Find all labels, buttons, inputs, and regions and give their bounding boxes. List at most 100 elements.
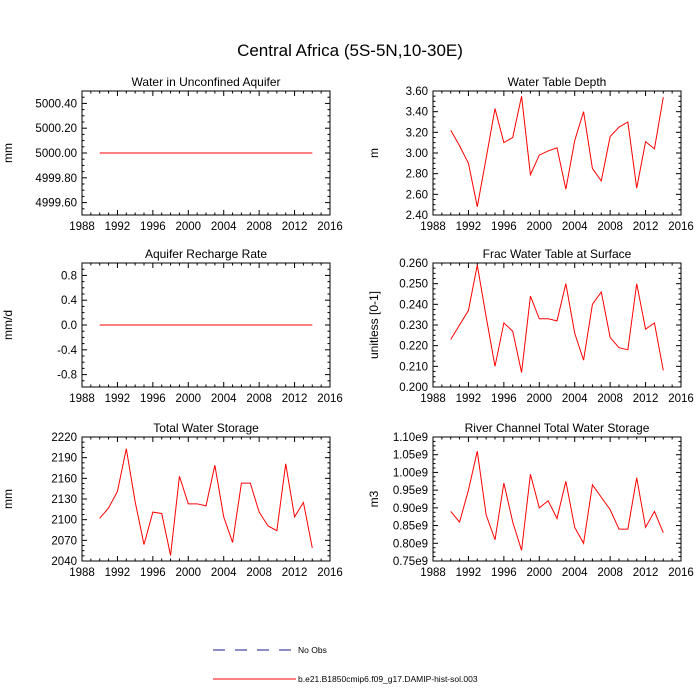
x-tick-label: 2016 xyxy=(668,221,694,233)
figure-title: Central Africa (5S-5N,10-30E) xyxy=(237,41,463,60)
x-tick-label: 2004 xyxy=(562,221,588,233)
x-tick-label: 2000 xyxy=(175,221,201,233)
x-tick-label: 1996 xyxy=(140,221,166,233)
x-tick-label: 2008 xyxy=(597,221,623,233)
y-tick-label: 2.80 xyxy=(406,169,428,181)
y-tick-label: 0.210 xyxy=(399,361,428,373)
x-tick-label: 2016 xyxy=(317,221,343,233)
series-line-0 xyxy=(450,451,664,551)
plot-frame xyxy=(81,436,331,562)
x-tick-label: 2004 xyxy=(211,393,237,405)
x-tick-label: 2016 xyxy=(317,393,343,405)
x-tick-label: 1988 xyxy=(69,393,95,405)
x-tick-label: 1988 xyxy=(420,221,446,233)
y-tick-label: 0.230 xyxy=(399,320,428,332)
y-axis-label: mm xyxy=(1,143,15,163)
y-tick-label: 0.90e9 xyxy=(393,503,428,515)
x-tick-label: 2004 xyxy=(562,393,588,405)
series-line-0 xyxy=(450,264,664,373)
x-tick-label: 2004 xyxy=(562,567,588,579)
y-tick-label: 3.20 xyxy=(406,127,428,139)
y-tick-label: 0.4 xyxy=(61,295,78,307)
panel-frac-water-table-at-surface: Frac Water Table at Surface 1988 1992 1996 2… xyxy=(367,247,694,405)
y-tick-label: 3.60 xyxy=(406,86,428,98)
x-tick-label: 2012 xyxy=(633,221,659,233)
series-line-0 xyxy=(450,96,664,207)
x-tick-label: 2012 xyxy=(633,393,659,405)
y-axis-label: m3 xyxy=(367,490,381,507)
legend-label-model: b.e21.B1850cmip6.f09_g17.DAMIP-hist-sol.… xyxy=(298,674,478,684)
plot-frame xyxy=(432,436,682,562)
y-tick-label: 3.00 xyxy=(406,148,428,160)
y-tick-label: 1.10e9 xyxy=(393,432,428,444)
series-line-0 xyxy=(99,448,313,556)
x-tick-label: 2008 xyxy=(597,393,623,405)
panel-title: Water Table Depth xyxy=(508,75,607,89)
y-tick-label: 1.00e9 xyxy=(393,467,428,479)
x-tick-label: 1996 xyxy=(491,393,517,405)
x-tick-label: 1988 xyxy=(420,393,446,405)
x-tick-label: 1988 xyxy=(69,221,95,233)
x-tick-label: 2008 xyxy=(246,567,272,579)
y-tick-label: 2100 xyxy=(51,515,77,527)
x-tick-label: 1992 xyxy=(456,221,482,233)
x-tick-label: 2012 xyxy=(633,567,659,579)
x-tick-label: 1996 xyxy=(140,393,166,405)
panel-aquifer-recharge-rate: Aquifer Recharge Rate 1988 1992 1996 2000 200… xyxy=(1,247,343,405)
x-tick-label: 1996 xyxy=(140,567,166,579)
y-tick-label: 2.60 xyxy=(406,189,428,201)
x-tick-label: 2016 xyxy=(317,567,343,579)
y-tick-label: 1.05e9 xyxy=(393,450,428,462)
panel-water-table-depth: Water Table Depth 1988 1992 1996 2000 2004 200… xyxy=(367,75,694,233)
x-tick-label: 1996 xyxy=(491,221,517,233)
y-tick-label: 5000.00 xyxy=(35,148,77,160)
y-tick-label: 0.80e9 xyxy=(393,538,428,550)
legend: No Obs b.e21.B1850cmip6.f09_g17.DAMIP-hi… xyxy=(213,645,478,684)
y-tick-label: -0.4 xyxy=(57,345,77,357)
x-tick-label: 2004 xyxy=(211,221,237,233)
y-tick-label: 0.0 xyxy=(61,320,77,332)
y-tick-label: 2.40 xyxy=(406,210,428,222)
x-tick-label: 2004 xyxy=(211,567,237,579)
panel-river-channel-total-water-storage: River Channel Total Water Storage 1988 199… xyxy=(367,421,694,579)
legend-label-no-obs: No Obs xyxy=(298,645,327,655)
plot-frame xyxy=(432,262,682,388)
x-tick-label: 2012 xyxy=(282,393,308,405)
y-tick-label: 0.200 xyxy=(399,382,428,394)
x-tick-label: 2012 xyxy=(282,567,308,579)
y-tick-label: 2070 xyxy=(51,535,77,547)
y-tick-label: 5000.40 xyxy=(35,98,77,110)
y-tick-label: 0.95e9 xyxy=(393,485,428,497)
y-tick-label: 0.85e9 xyxy=(393,521,428,533)
x-tick-label: 2008 xyxy=(597,567,623,579)
y-tick-label: 0.250 xyxy=(399,279,428,291)
x-tick-label: 2000 xyxy=(175,393,201,405)
x-tick-label: 1992 xyxy=(105,393,131,405)
panel-title: Water in Unconfined Aquifer xyxy=(132,75,281,89)
y-tick-label: 0.75e9 xyxy=(393,556,428,568)
x-tick-label: 1988 xyxy=(420,567,446,579)
x-tick-label: 2000 xyxy=(526,221,552,233)
panel-title: Frac Water Table at Surface xyxy=(483,247,632,261)
x-tick-label: 1992 xyxy=(456,567,482,579)
x-tick-label: 2008 xyxy=(246,221,272,233)
x-tick-label: 2016 xyxy=(668,393,694,405)
x-tick-label: 1992 xyxy=(105,221,131,233)
x-tick-label: 1996 xyxy=(491,567,517,579)
y-axis-label: mm xyxy=(1,489,15,509)
y-tick-label: 2190 xyxy=(51,453,77,465)
y-axis-label: m xyxy=(367,148,381,158)
panel-total-water-storage: Total Water Storage 1988 1992 1996 2000 2004 2… xyxy=(1,421,343,579)
x-tick-label: 2008 xyxy=(246,393,272,405)
x-tick-label: 1992 xyxy=(456,393,482,405)
y-axis-label: mm/d xyxy=(1,310,15,340)
y-tick-label: -0.8 xyxy=(57,370,77,382)
panel-title: River Channel Total Water Storage xyxy=(465,421,650,435)
x-tick-label: 1992 xyxy=(105,567,131,579)
y-tick-label: 0.8 xyxy=(61,270,77,282)
y-tick-label: 5000.20 xyxy=(35,123,77,135)
x-tick-label: 1988 xyxy=(69,567,95,579)
y-tick-label: 3.40 xyxy=(406,107,428,119)
y-tick-label: 0.220 xyxy=(399,341,428,353)
